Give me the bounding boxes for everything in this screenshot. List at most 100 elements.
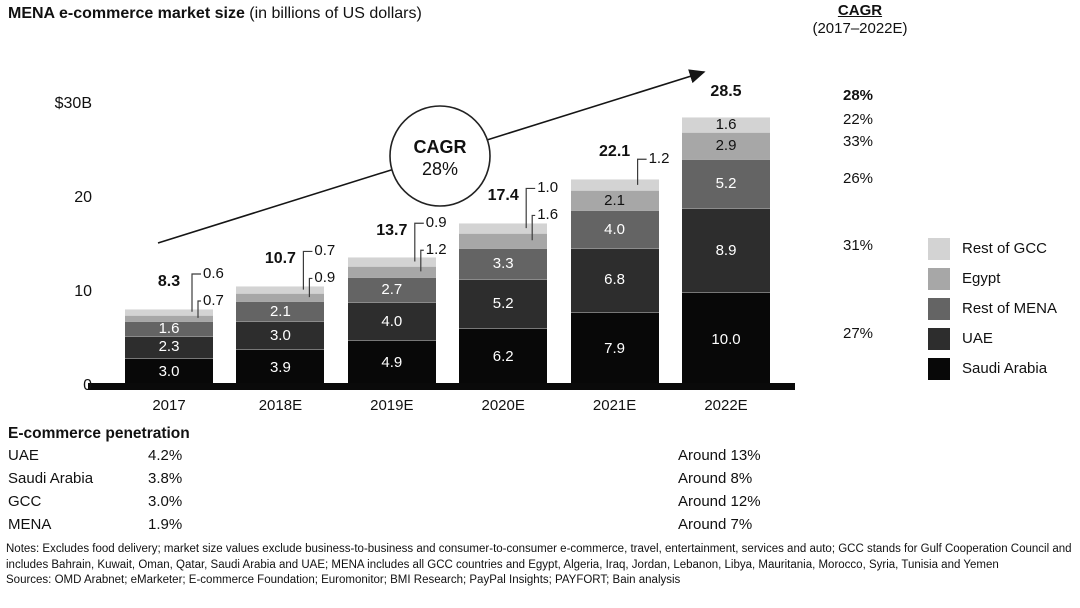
cagr-header-title: CAGR [837, 2, 883, 19]
bar-segment: 3.9 [236, 349, 325, 386]
bar-segment: 10.0 [682, 292, 770, 386]
penetration-row: UAE 4.2% Around 13% [0, 447, 1080, 469]
bar-segment [125, 308, 213, 315]
bar-segment [125, 314, 213, 322]
bar-segment: 4.0 [347, 302, 436, 340]
cagr-value: 31% [843, 237, 874, 254]
bar-segment [347, 257, 436, 266]
x-axis-label-2021E: 2021E [592, 397, 637, 414]
y-axis-tick: 10 [74, 283, 92, 300]
legend-item-rest-of-gcc: Rest of GCC [928, 238, 1080, 260]
y-axis-tick: $30B [54, 95, 92, 112]
callout-label: 1.0 [537, 179, 559, 197]
penetration-label: Saudi Arabia [8, 470, 94, 487]
penetration-value: 1.9% [148, 516, 183, 533]
bar-segment [236, 286, 325, 293]
bar-segment: 2.1 [236, 301, 325, 322]
legend-label: Egypt [962, 270, 1001, 287]
cagr-circle-text: CAGR 28% [390, 136, 490, 180]
bar-segment: 1.6 [125, 320, 213, 337]
callout-label: 0.7 [314, 242, 336, 260]
sources-text: Sources: OMD Arabnet; eMarketer; E-comme… [6, 574, 681, 586]
penetration-around-value: Around 12% [678, 493, 761, 510]
bar-segment: 7.9 [570, 311, 659, 386]
callout-label: 0.9 [314, 269, 336, 287]
cagr-circle-label: CAGR [413, 137, 467, 157]
penetration-label: MENA [8, 516, 52, 533]
legend-item-egypt: Egypt [928, 268, 1080, 290]
x-axis-label-2017: 2017 [152, 397, 186, 414]
bar-segment [347, 265, 436, 277]
bar-segment: 2.7 [347, 276, 436, 303]
bar-segment: 4.0 [570, 210, 659, 248]
penetration-around-value: Around 13% [678, 447, 761, 464]
bar-total-label: 13.7 [376, 222, 408, 240]
bar-total-label: 28.5 [710, 83, 742, 101]
bar-segment [459, 223, 548, 233]
bar-segment: 5.2 [682, 159, 770, 209]
bar-segment: 2.3 [125, 336, 213, 358]
x-axis-label-2019E: 2019E [370, 397, 414, 414]
bar-segment: 6.2 [459, 327, 548, 386]
penetration-around-value: Around 7% [678, 516, 753, 533]
bar-total-label: 8.3 [157, 272, 181, 290]
bar-segment: 8.9 [682, 208, 770, 292]
bar-segment: 5.2 [459, 278, 548, 328]
cagr-value: 27% [843, 325, 874, 342]
legend-swatch [928, 298, 950, 320]
chart-title-main: MENA e-commerce market size [8, 5, 245, 22]
legend-label: Rest of MENA [962, 300, 1058, 317]
cagr-value: 33% [843, 133, 874, 150]
legend-swatch [928, 238, 950, 260]
bar-segment: 3.0 [236, 321, 325, 350]
legend-swatch [928, 328, 950, 350]
callout-label: 0.6 [203, 264, 224, 282]
legend-item-saudi-arabia: Saudi Arabia [928, 358, 1080, 380]
x-axis-label-2022E: 2022E [704, 397, 748, 414]
x-axis-line [88, 383, 795, 390]
bar-segment: 1.6 [682, 116, 770, 133]
cagr-header-subtitle: (2017–2022E) [812, 20, 908, 37]
penetration-row: GCC 3.0% Around 12% [0, 493, 1080, 515]
legend-label: UAE [962, 330, 993, 347]
bar-segment: 6.8 [570, 247, 659, 312]
penetration-header: E-commerce penetration [8, 425, 190, 442]
penetration-row: MENA 1.9% Around 7% [0, 516, 1080, 538]
bar-segment: 3.0 [125, 357, 213, 386]
callout-label: 1.2 [648, 150, 670, 168]
bar-segment [570, 179, 659, 191]
bar-segment: 2.1 [570, 190, 659, 211]
bar-segment: 4.9 [347, 339, 436, 386]
footnotes: Notes: Excludes food delivery; market si… [6, 542, 1076, 589]
cagr-circle-value: 28% [421, 159, 459, 179]
callout-label: 0.9 [425, 214, 447, 232]
bar-total-label: 22.1 [599, 143, 631, 161]
legend-label: Rest of GCC [962, 240, 1048, 257]
legend-swatch [928, 268, 950, 290]
chart-title: MENA e-commerce market size (in billions… [8, 5, 422, 23]
cagr-value: 26% [843, 170, 874, 187]
callout-label: 0.7 [203, 291, 224, 309]
chart-title-sub: (in billions of US dollars) [244, 5, 422, 22]
y-axis-tick: 0 [83, 377, 92, 394]
penetration-row: Saudi Arabia 3.8% Around 8% [0, 470, 1080, 492]
penetration-value: 3.0% [148, 493, 183, 510]
penetration-value: 4.2% [148, 447, 183, 464]
callout-label: 1.2 [425, 241, 447, 259]
bar-segment [459, 232, 548, 248]
notes-text: Notes: Excludes food delivery; market si… [6, 543, 1072, 571]
callout-label: 1.6 [537, 206, 559, 224]
y-axis-tick: 20 [74, 189, 92, 206]
cagr-value: 22% [843, 111, 874, 128]
legend-item-uae: UAE [928, 328, 1080, 350]
penetration-value: 3.8% [148, 470, 183, 487]
penetration-around-value: Around 8% [678, 470, 753, 487]
bar-segment: 2.9 [682, 132, 770, 160]
bar-segment [236, 292, 325, 302]
x-axis-label-2018E: 2018E [258, 397, 303, 414]
legend-item-rest-of-mena: Rest of MENA [928, 298, 1080, 320]
penetration-label: UAE [8, 447, 39, 464]
legend-swatch [928, 358, 950, 380]
